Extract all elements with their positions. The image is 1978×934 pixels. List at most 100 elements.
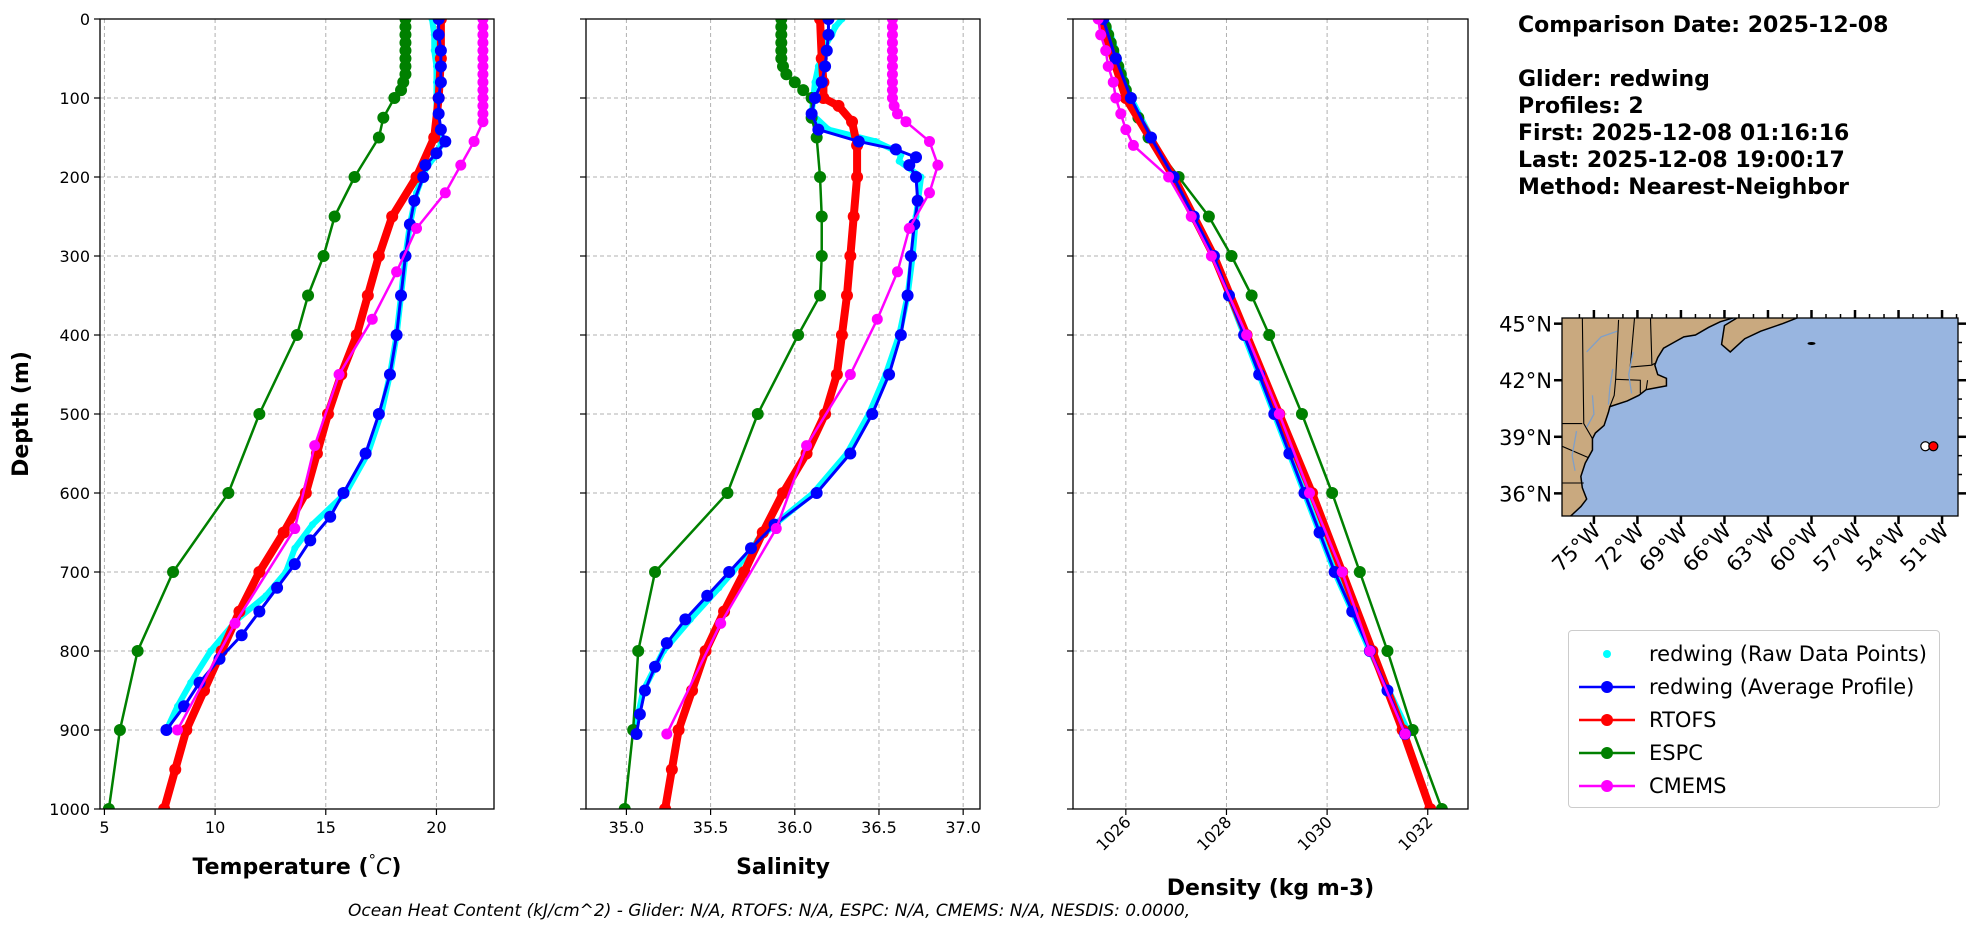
- series-point-redwing-average-profile: [844, 447, 857, 460]
- series-point-cmems: [1241, 329, 1253, 341]
- series-point-cmems: [171, 724, 183, 736]
- y-tick-label: 500: [59, 405, 90, 424]
- series-point-redwing-average-profile: [253, 605, 266, 618]
- series-point-cmems: [477, 76, 489, 88]
- series-point-redwing-average-profile: [679, 613, 692, 626]
- x-axis-label: Density (kg m-3): [1167, 876, 1375, 901]
- series-point-cmems: [886, 76, 898, 88]
- river: [1586, 395, 1595, 428]
- state-border: [1609, 319, 1620, 407]
- series-point-redwing-average-profile: [1313, 526, 1326, 539]
- series-point-redwing-average-profile: [883, 368, 896, 381]
- series-point-cmems: [1115, 108, 1127, 120]
- series-point-espc: [797, 84, 810, 97]
- series-point-rtofs: [372, 250, 385, 262]
- series-point-espc: [395, 84, 408, 97]
- series-point-rtofs: [832, 99, 845, 112]
- series-point-redwing-average-profile: [810, 487, 823, 499]
- series-point-espc: [1353, 566, 1366, 578]
- series-point-redwing-average-profile: [160, 724, 173, 736]
- series-point-espc: [113, 724, 126, 736]
- x-axis-label: Salinity: [736, 855, 830, 880]
- sable-island: [1807, 341, 1816, 345]
- y-tick-label: 1000: [49, 800, 90, 819]
- series-point-redwing-average-profile: [638, 684, 651, 697]
- series-point-espc: [377, 111, 390, 124]
- profile-panel-3: 1026 1028 1030 1032 Density (kg m-3): [1067, 18, 1469, 901]
- series-point-redwing-average-profile: [408, 194, 421, 207]
- series-point-rtofs: [233, 605, 246, 618]
- series-point-rtofs: [777, 487, 789, 499]
- series-point-rtofs: [428, 131, 441, 144]
- plot-area: [1092, 19, 1448, 809]
- series-point-redwing-average-profile: [820, 44, 833, 57]
- series-point-rtofs: [659, 803, 672, 809]
- series-point-redwing-average-profile: [822, 19, 835, 25]
- y-tick-label: 800: [59, 642, 90, 661]
- series-point-cmems: [871, 313, 883, 325]
- series-point-rtofs: [847, 210, 860, 223]
- x-tick-label: 1030: [1294, 812, 1336, 854]
- series-point-redwing-average-profile: [904, 250, 917, 262]
- map-lat-label: 45°N: [1499, 313, 1552, 337]
- series-point-redwing-average-profile: [903, 159, 916, 172]
- series-point-redwing-average-profile: [434, 76, 447, 89]
- series-point-redwing-average-profile: [889, 143, 902, 156]
- series-point-rtofs: [672, 724, 685, 736]
- series-point-espc: [814, 171, 827, 183]
- raw-data-point: [308, 521, 316, 529]
- river: [1607, 368, 1614, 405]
- map-lon-label: 54°W: [1852, 518, 1910, 576]
- y-tick-label: 900: [59, 721, 90, 740]
- series-point-cmems: [477, 37, 489, 49]
- series-point-redwing-average-profile: [324, 510, 337, 523]
- series-point-redwing-average-profile: [819, 60, 832, 73]
- x-tick-label: 1026: [1092, 812, 1134, 854]
- series-point-espc: [328, 210, 341, 223]
- series-point-cmems: [886, 60, 898, 72]
- series-point-espc: [618, 803, 631, 809]
- x-tick-label: 36.0: [777, 818, 813, 837]
- series-point-redwing-average-profile: [434, 123, 447, 136]
- y-tick-label: 100: [59, 89, 90, 108]
- map-lon-label: 75°W: [1547, 518, 1605, 576]
- series-point-cmems: [715, 617, 727, 629]
- series-point-cmems: [903, 222, 915, 234]
- series-point-cmems: [923, 135, 935, 147]
- series-point-cmems: [1120, 124, 1132, 136]
- series-point-espc: [348, 171, 361, 183]
- series-point-rtofs: [817, 92, 830, 104]
- series-point-rtofs: [277, 526, 290, 539]
- series-point-cmems: [289, 523, 301, 535]
- series-point-redwing-average-profile: [660, 637, 673, 650]
- series-point-cmems: [891, 266, 903, 278]
- series-point-rtofs: [840, 289, 853, 302]
- series-point-espc: [814, 289, 827, 302]
- series-point-cmems: [1100, 45, 1112, 57]
- y-tick-label: 0: [80, 10, 90, 29]
- series-point-redwing-average-profile: [911, 194, 924, 207]
- us-coastline: [1562, 318, 1736, 516]
- state-border: [1649, 318, 1653, 366]
- comparison-info: Comparison Date: 2025-12-08 Glider: redw…: [1518, 12, 1888, 201]
- glider-marker: [1928, 441, 1939, 452]
- legend-entry-espc: ESPC: [1579, 736, 1929, 769]
- map-lat-label: 39°N: [1499, 426, 1552, 450]
- series-point-cmems: [477, 53, 489, 64]
- series-point-espc: [317, 250, 330, 262]
- series-point-redwing-average-profile: [383, 368, 396, 381]
- series-point-cmems: [1110, 92, 1122, 104]
- raw-data-point: [291, 544, 299, 552]
- series-point-cmems: [1205, 250, 1217, 262]
- legend-label: CMEMS: [1649, 773, 1727, 798]
- map-content: [1562, 318, 1939, 516]
- series-point-espc: [372, 131, 385, 144]
- series-point-cmems: [477, 21, 489, 33]
- profile-count: Profiles: 2: [1518, 94, 1644, 119]
- series-point-cmems: [477, 108, 489, 120]
- series-point-redwing-average-profile: [630, 727, 643, 740]
- series-point-cmems: [886, 68, 898, 80]
- series-point-rtofs: [386, 210, 399, 223]
- series-point-redwing-average-profile: [432, 19, 445, 25]
- series-point-redwing-average-profile: [434, 44, 447, 57]
